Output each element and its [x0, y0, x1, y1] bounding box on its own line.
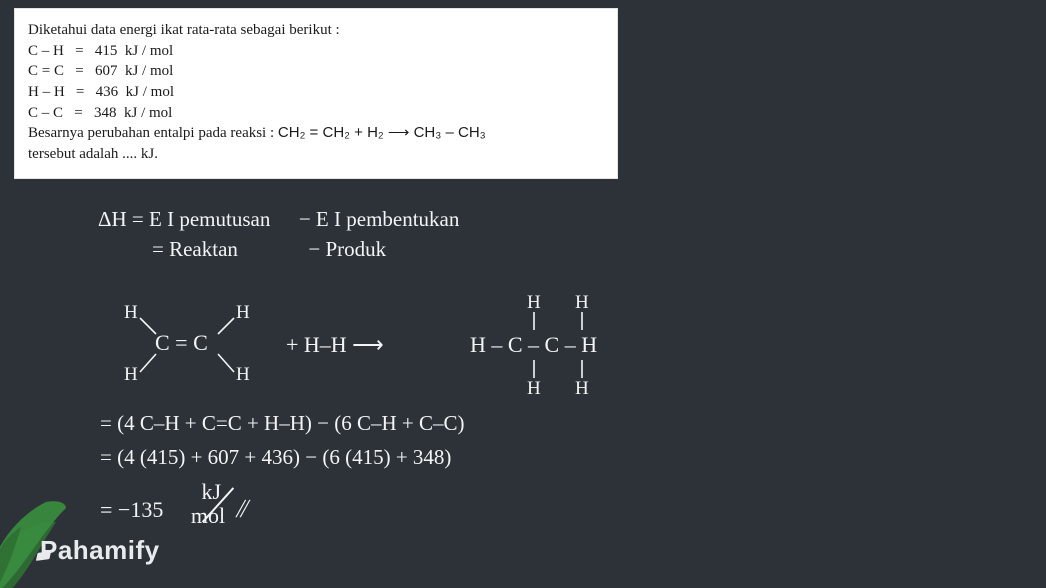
card-reaction: CH₂ = CH₂ + H₂ ⟶ CH₃ – CH₃ [278, 124, 486, 141]
molecule-ethane: H – C – C – H H H H H [470, 292, 597, 399]
h-label: H [575, 292, 589, 313]
bond-pair: H – H [28, 84, 65, 100]
h-label: H [236, 364, 250, 385]
hw-left: = Reaktan [152, 237, 238, 261]
bond-row: C – H = 415 kJ / mol [28, 41, 604, 62]
stage: Diketahui data energi ikat rata-rata seb… [0, 0, 1046, 588]
bond-row: C – C = 348 kJ / mol [28, 103, 604, 124]
bond-table: C – H = 415 kJ / mol C = C = 607 kJ / mo… [28, 41, 604, 124]
hw-right: − Produk [308, 237, 386, 261]
hw-left: ΔH = E I pemutusan [98, 207, 270, 231]
hw-calc-result: = −135 kJ mol // [100, 480, 245, 528]
ethane-chain: H – C – C – H [470, 332, 597, 357]
end-mark: // [234, 495, 249, 524]
unit-kj-per-mol: kJ mol [169, 480, 225, 528]
h-label: H [124, 302, 138, 323]
bond-value: 436 kJ / mol [96, 84, 174, 100]
bond-pair: C – C [28, 105, 63, 121]
reaction-middle: + H–H ⟶ [286, 332, 384, 357]
problem-card: Diketahui data energi ikat rata-rata seb… [14, 8, 618, 179]
bond-row: C = C = 607 kJ / mol [28, 61, 604, 82]
hw-deltaH-line1: ΔH = E I pemutusan − E I pembentukan [98, 208, 459, 231]
h-label: H [124, 364, 138, 385]
card-ask: Besarnya perubahan entalpi pada reaksi :… [28, 123, 604, 144]
bond-row: H – H = 436 kJ / mol [28, 82, 604, 103]
ask-prefix: Besarnya perubahan entalpi pada reaksi : [28, 125, 278, 141]
bond-pair: C = C [28, 63, 64, 79]
hw-right: − E I pembentukan [299, 207, 460, 231]
ask-suffix: tersebut adalah .... kJ. [28, 144, 604, 165]
molecule-ethene: C = C H H H H [124, 302, 250, 385]
hw-calc-line1: = (4 C–H + C=C + H–H) − (6 C–H + C–C) [100, 412, 465, 435]
hw-reaction-diagram: C = C H H H H + H–H ⟶ H – C – C – H H H … [100, 280, 820, 410]
bond-value: 348 kJ / mol [94, 105, 172, 121]
h-label: H [236, 302, 250, 323]
brand-text: Pahamify [40, 535, 160, 565]
bond-value: 415 kJ / mol [95, 43, 173, 59]
bond-value: 607 kJ / mol [95, 63, 173, 79]
result-value: = −135 [100, 497, 169, 522]
h-label: H [575, 378, 589, 399]
bond-pair: C – H [28, 43, 64, 59]
ethene-center: C = C [155, 330, 208, 355]
pahamify-brand: Pahamify [40, 535, 160, 566]
h-label: H [527, 292, 541, 313]
unit-top: kJ [169, 480, 225, 504]
h-label: H [527, 378, 541, 399]
hw-deltaH-line2: = Reaktan − Produk [152, 238, 386, 261]
hw-calc-line2: = (4 (415) + 607 + 436) − (6 (415) + 348… [100, 446, 451, 469]
card-intro: Diketahui data energi ikat rata-rata seb… [28, 20, 604, 41]
